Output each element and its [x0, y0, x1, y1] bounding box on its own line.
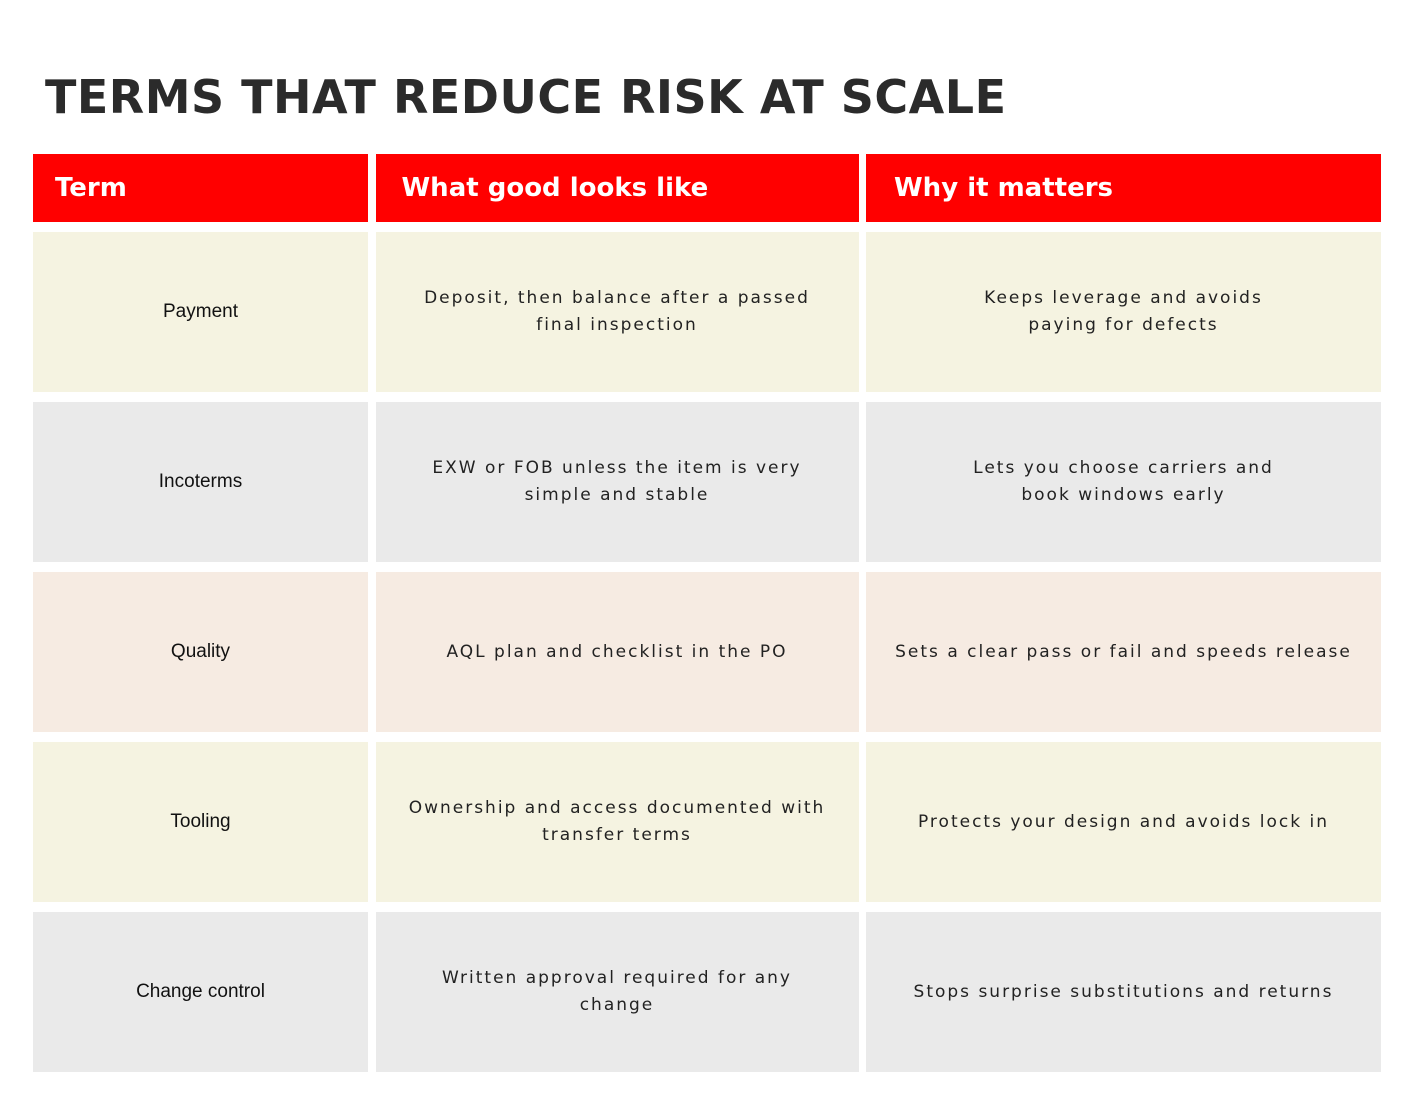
header-what-good-looks-like: What good looks like: [375, 154, 859, 222]
good-cell-change-control: Written approval required for any change: [375, 912, 859, 1072]
good-line: transfer terms: [542, 825, 692, 845]
good-cell-payment: Deposit, then balance after a passed fin…: [375, 232, 859, 392]
page-title: TERMS THAT REDUCE RISK AT SCALE: [45, 70, 1007, 124]
good-line: AQL plan and checklist in the PO: [446, 641, 788, 662]
term-cell-incoterms: Incoterms: [33, 402, 368, 562]
good-line: simple and stable: [524, 485, 710, 505]
good-cell-quality: AQL plan and checklist in the PO: [375, 572, 859, 732]
good-line: EXW or FOB unless the item is very: [432, 458, 802, 478]
header-why-it-matters: Why it matters: [866, 154, 1381, 222]
good-line: Deposit, then balance after a passed: [424, 288, 810, 308]
term-cell-tooling: Tooling: [33, 742, 368, 902]
good-cell-incoterms: EXW or FOB unless the item is very simpl…: [375, 402, 859, 562]
why-line: Lets you choose carriers and: [973, 458, 1274, 478]
why-cell-incoterms: Lets you choose carriers and book window…: [866, 402, 1381, 562]
good-line: final inspection: [536, 315, 698, 335]
header-term: Term: [33, 154, 368, 222]
why-cell-change-control: Stops surprise substitutions and returns: [866, 912, 1381, 1072]
why-line: Sets a clear pass or fail and speeds rel…: [895, 641, 1352, 662]
good-line: Ownership and access documented with: [408, 798, 826, 818]
why-line: Protects your design and avoids lock in: [917, 811, 1330, 832]
why-line: Keeps leverage and avoids: [984, 288, 1263, 308]
why-line: Stops surprise substitutions and returns: [913, 981, 1334, 1002]
why-cell-tooling: Protects your design and avoids lock in: [866, 742, 1381, 902]
why-cell-payment: Keeps leverage and avoids paying for def…: [866, 232, 1381, 392]
term-cell-change-control: Change control: [33, 912, 368, 1072]
good-line: Written approval required for any change: [441, 968, 792, 1015]
good-cell-tooling: Ownership and access documented with tra…: [375, 742, 859, 902]
why-cell-quality: Sets a clear pass or fail and speeds rel…: [866, 572, 1381, 732]
why-line: book windows early: [1021, 485, 1226, 505]
term-cell-quality: Quality: [33, 572, 368, 732]
terms-table: Term What good looks like Why it matters…: [33, 154, 1381, 1072]
term-cell-payment: Payment: [33, 232, 368, 392]
why-line: paying for defects: [1028, 315, 1219, 335]
